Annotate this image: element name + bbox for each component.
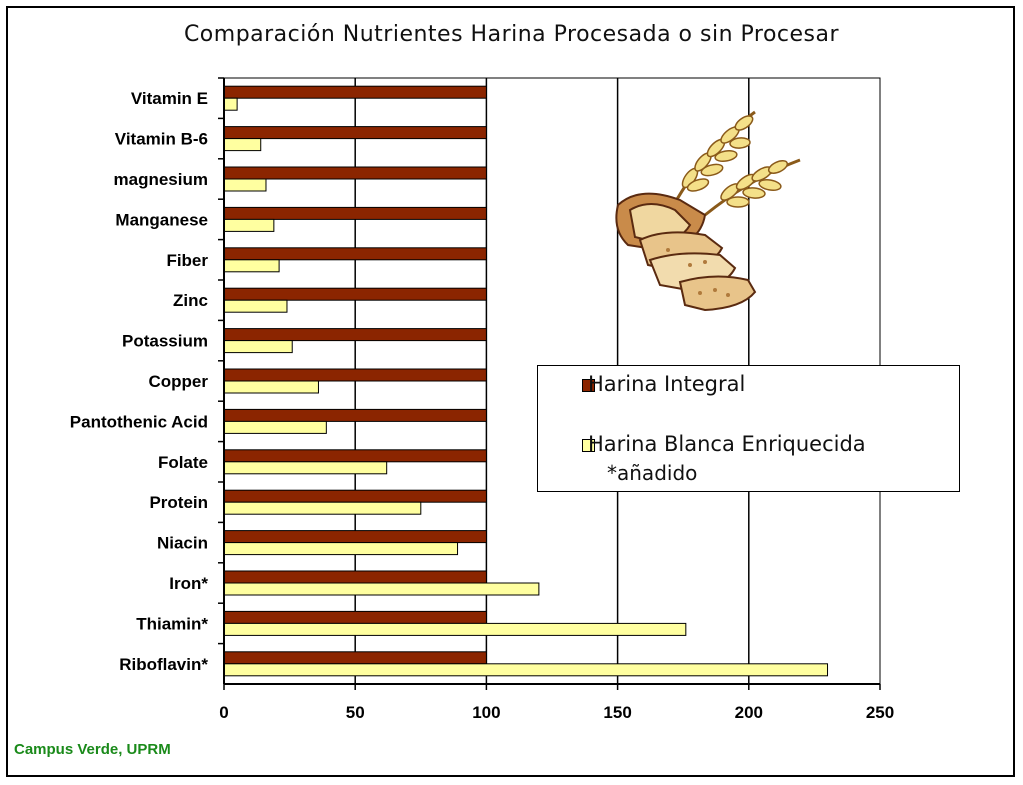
bar-harina-integral (223, 166, 487, 180)
bar-harina-blanca (223, 178, 267, 192)
bar-harina-blanca (223, 340, 293, 354)
bar-harina-blanca (223, 663, 829, 677)
bar-harina-integral (223, 610, 487, 624)
bar-harina-integral (223, 530, 487, 544)
bar-harina-integral (223, 570, 487, 584)
labels: 0 50 100 150 200 250 Vitamin E Vitamin B-6 magne… (70, 89, 894, 722)
bar-harina-blanca (223, 97, 238, 111)
bread-icon (615, 192, 757, 312)
bar-harina-integral (223, 368, 487, 382)
bread-wheat-illustration (615, 110, 801, 312)
category-label: Niacin (157, 534, 208, 553)
category-label: Fiber (166, 251, 208, 270)
bar-harina-integral (223, 85, 487, 99)
legend-swatch-integral (582, 379, 595, 392)
legend-label-blanca: Harina Blanca Enriquecida (588, 432, 866, 456)
axes (218, 77, 881, 690)
x-tick-label: 50 (346, 703, 365, 722)
category-label: Protein (149, 493, 208, 512)
category-label: Manganese (115, 210, 208, 229)
category-label: Potassium (122, 332, 208, 351)
bar-harina-integral (223, 247, 487, 261)
legend-swatch-blanca (582, 439, 595, 452)
chart-title: Comparación Nutrientes Harina Procesada … (183, 22, 840, 47)
wheat-stalk-icon (704, 158, 801, 217)
bar-harina-blanca (223, 420, 327, 434)
category-label: Iron* (169, 574, 208, 593)
x-tick-label: 0 (219, 703, 228, 722)
bar-harina-blanca (223, 259, 280, 273)
category-label: Thiamin* (136, 614, 208, 633)
bar-harina-blanca (223, 299, 288, 313)
category-label: Pantothenic Acid (70, 412, 208, 431)
bar-harina-blanca (223, 138, 262, 152)
bar-harina-integral (223, 449, 487, 463)
bar-harina-integral (223, 287, 487, 301)
x-tick-label: 150 (603, 703, 631, 722)
bar-harina-integral (223, 489, 487, 503)
bar-harina-blanca (223, 582, 540, 596)
footer-credit: Campus Verde, UPRM (14, 741, 171, 758)
bar-harina-integral (223, 651, 487, 665)
bar-harina-blanca (223, 542, 459, 556)
x-tick-label: 200 (735, 703, 763, 722)
bar-harina-blanca (223, 380, 319, 394)
x-tick-label: 100 (472, 703, 500, 722)
category-label: Vitamin E (131, 89, 208, 108)
bar-harina-blanca (223, 622, 687, 636)
bar-harina-blanca (223, 501, 422, 515)
bar-harina-integral (223, 206, 487, 220)
bar-harina-integral (223, 126, 487, 140)
bar-harina-integral (223, 328, 487, 342)
category-label: Riboflavin* (119, 655, 208, 674)
legend-note: *añadido (607, 461, 698, 485)
category-label: Copper (149, 372, 209, 391)
category-label: Zinc (173, 291, 208, 310)
x-tick-label: 250 (866, 703, 894, 722)
legend: Harina Integral Harina Blanca Enriquecid… (537, 365, 960, 492)
bar-harina-integral (223, 408, 487, 422)
wheat-stalk-icon (666, 110, 756, 216)
bar-harina-blanca (223, 218, 275, 232)
legend-label-integral: Harina Integral (588, 372, 746, 396)
bar-harina-blanca (223, 461, 388, 475)
category-label: Vitamin B-6 (115, 130, 208, 149)
category-label: Folate (158, 453, 208, 472)
category-label: magnesium (114, 170, 208, 189)
